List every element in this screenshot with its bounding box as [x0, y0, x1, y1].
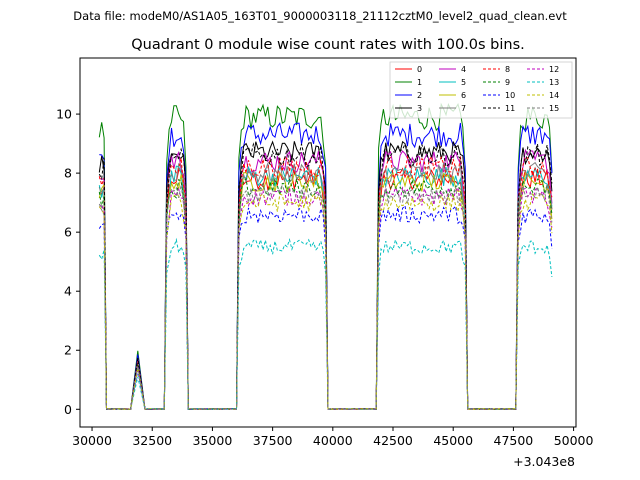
- legend-label: 3: [417, 104, 422, 113]
- chart-suptitle: Data file: modeM0/AS1A05_163T01_90000031…: [73, 9, 567, 23]
- x-tick-label: 37500: [253, 433, 293, 448]
- y-tick-label: 8: [64, 166, 72, 181]
- legend-label: 10: [505, 91, 515, 100]
- x-tick-label: 50000: [554, 433, 594, 448]
- x-tick-label: 45000: [433, 433, 473, 448]
- series-line-15: [98, 183, 553, 410]
- y-tick-label: 2: [64, 343, 72, 358]
- x-tick-label: 32500: [132, 433, 172, 448]
- x-tick-label: 30000: [72, 433, 112, 448]
- legend-label: 6: [461, 91, 466, 100]
- y-tick-label: 0: [64, 402, 72, 417]
- x-tick-label: 40000: [313, 433, 353, 448]
- y-axis-ticks: 0 2 4 6 8 10: [56, 107, 80, 417]
- chart-title: Quadrant 0 module wise count rates with …: [131, 37, 525, 53]
- legend-label: 1: [417, 78, 422, 87]
- plot-lines: [98, 102, 553, 410]
- legend-label: 11: [505, 104, 515, 113]
- legend-label: 0: [417, 65, 422, 74]
- axes-frame: [79, 57, 577, 428]
- legend-label: 4: [461, 65, 466, 74]
- legend-label: 8: [505, 65, 510, 74]
- legend-label: 9: [505, 78, 510, 87]
- y-tick-label: 10: [56, 107, 72, 122]
- x-tick-label: 42500: [373, 433, 413, 448]
- series-line-14: [98, 193, 553, 410]
- legend-label: 7: [461, 104, 466, 113]
- legend-label: 12: [549, 65, 559, 74]
- legend-label: 15: [549, 104, 559, 113]
- y-tick-label: 6: [64, 225, 72, 240]
- y-tick-label: 4: [64, 284, 72, 299]
- x-tick-label: 35000: [193, 433, 233, 448]
- legend-label: 14: [549, 91, 559, 100]
- legend-box: [389, 61, 573, 119]
- legend-label: 5: [461, 78, 466, 87]
- x-tick-label: 47500: [494, 433, 534, 448]
- legend-label: 13: [549, 78, 559, 87]
- legend-label: 2: [417, 91, 422, 100]
- x-axis-offset-label: +3.043e8: [513, 454, 575, 469]
- x-axis-ticks: 30000 32500 35000 37500 40000 42500 45000 47500…: [72, 427, 594, 448]
